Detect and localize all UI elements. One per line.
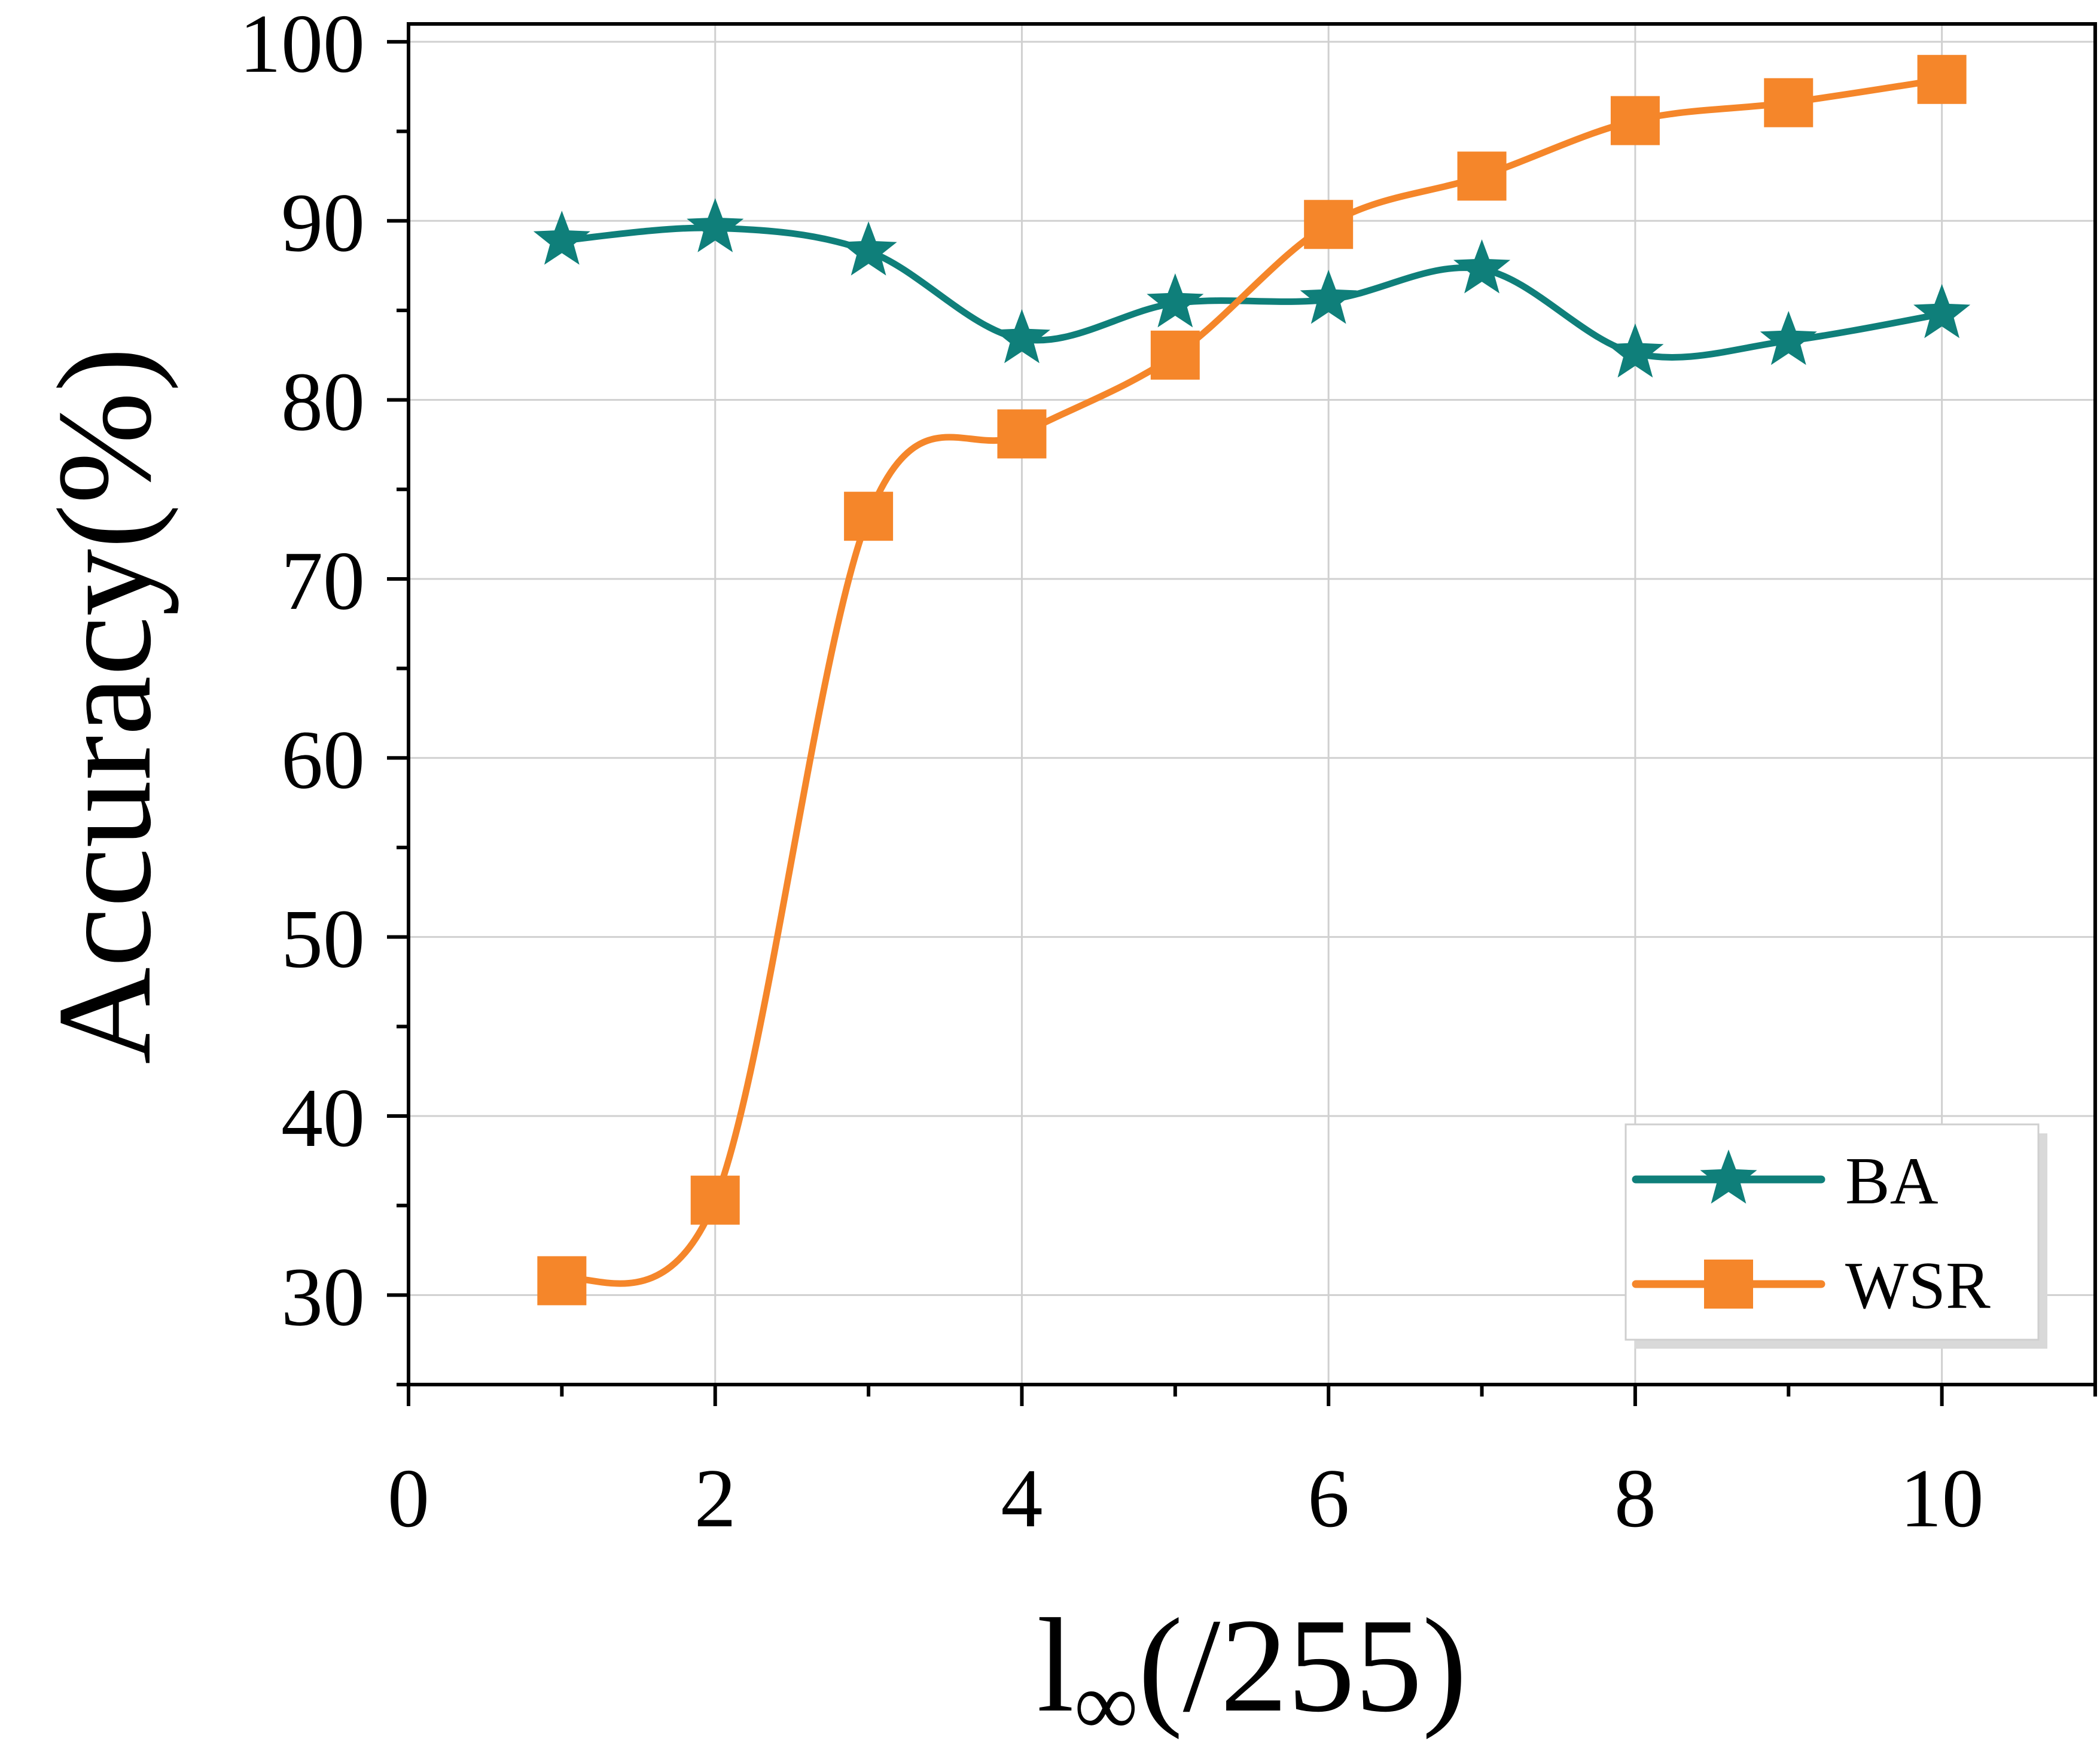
data-point-ba	[533, 211, 590, 265]
y-tick-label: 60	[281, 714, 365, 806]
legend-label: BA	[1845, 1144, 1939, 1218]
x-tick-label: 8	[1614, 1452, 1656, 1545]
data-point-ba	[1760, 310, 1817, 365]
x-tick-label: 0	[388, 1452, 429, 1545]
data-point-wsr	[1150, 330, 1200, 380]
x-tick-label: 4	[1001, 1452, 1043, 1545]
legend-label: WSR	[1845, 1249, 1991, 1323]
axes: 0 2 4 6 8 10 30 40 50 60 70 80 90 100	[239, 0, 2097, 1545]
data-point-wsr	[1764, 78, 1814, 127]
data-point-wsr	[1304, 200, 1354, 249]
x-axis-title-main: l	[1037, 1590, 1074, 1740]
data-point-wsr	[1917, 54, 1967, 104]
series-line-wsr	[560, 76, 1943, 1287]
legend-items: BA WSR	[1632, 1144, 1991, 1323]
data-point-wsr	[690, 1175, 740, 1225]
x-axis-title-subscript: ∞	[1074, 1655, 1138, 1747]
y-tick-label: 50	[281, 893, 365, 986]
data-point-wsr	[537, 1256, 587, 1306]
legend: BA WSR	[1624, 1123, 2047, 1349]
legend-marker-wsr	[1704, 1260, 1753, 1309]
series-wsr	[537, 54, 1967, 1306]
data-point-wsr	[997, 409, 1047, 459]
x-tick-label: 6	[1307, 1452, 1349, 1545]
data-point-ba	[1300, 269, 1357, 324]
y-tick-label: 40	[281, 1072, 365, 1164]
data-point-ba	[1147, 273, 1204, 328]
data-point-wsr	[844, 492, 894, 541]
x-tick-label: 10	[1900, 1452, 1984, 1545]
legend-item-wsr: WSR	[1632, 1249, 1991, 1323]
y-tick-label: 100	[239, 0, 365, 90]
plot-frame	[407, 22, 2097, 1386]
series-layer	[533, 54, 1971, 1306]
series-line-ba	[561, 224, 1943, 361]
y-axis-title: Accuracy(%)	[29, 347, 179, 1064]
y-tick-label: 30	[281, 1251, 365, 1343]
data-point-ba	[993, 309, 1051, 364]
x-axis-title-rest: (/255)	[1138, 1590, 1467, 1740]
data-point-wsr	[1610, 96, 1660, 145]
y-tick-label: 90	[281, 176, 365, 269]
x-axis-title: l∞(/255)	[1037, 1590, 1467, 1747]
legend-box	[1624, 1123, 2040, 1341]
x-tick-label: 2	[694, 1452, 736, 1545]
data-point-ba	[840, 221, 897, 276]
y-tick-label: 80	[281, 356, 365, 449]
series-ba	[533, 198, 1971, 378]
legend-marker-ba	[1700, 1150, 1757, 1204]
data-point-ba	[687, 198, 744, 252]
data-point-wsr	[1457, 151, 1507, 201]
data-point-ba	[1453, 239, 1511, 294]
data-point-ba	[1607, 323, 1664, 378]
data-point-ba	[1913, 283, 1971, 339]
legend-item-ba: BA	[1632, 1144, 1939, 1218]
y-tick-label: 70	[281, 535, 365, 627]
